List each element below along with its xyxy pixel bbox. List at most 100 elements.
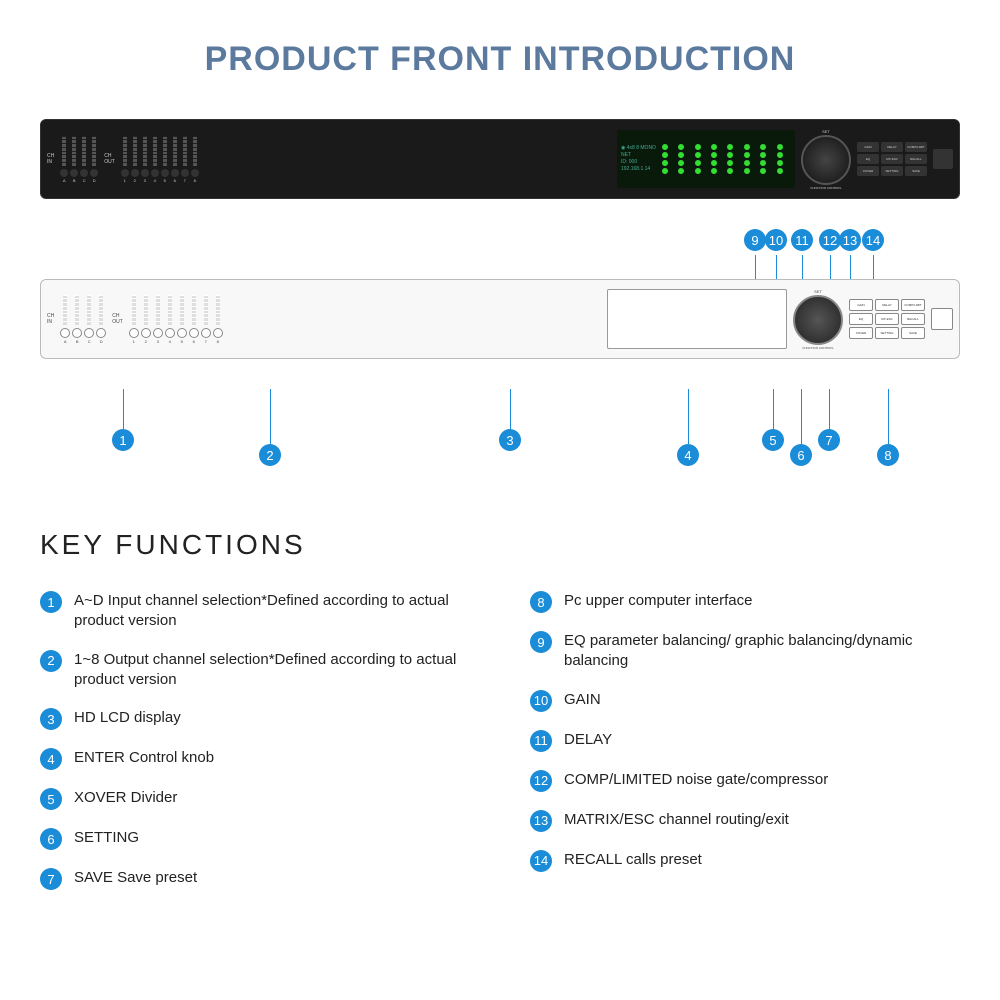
ch-in-label: CHIN (47, 299, 54, 339)
key-function-text: COMP/LIMITED noise gate/compressor (564, 770, 828, 790)
channel-button[interactable] (84, 328, 94, 338)
function-button[interactable]: DELAY (881, 142, 903, 152)
usb-port[interactable] (931, 308, 953, 330)
page-title: PRODUCT FRONT INTRODUCTION (40, 40, 960, 79)
key-function-item: 11 DELAY (530, 730, 960, 752)
key-function-text: RECALL calls preset (564, 850, 702, 870)
key-function-number: 1 (40, 591, 62, 613)
channel-button[interactable] (129, 328, 139, 338)
function-buttons: GAINDELAYCOMP/LIMIT EQMX ESCRECALL XOVERSE… (849, 299, 925, 339)
output-meters: 12345678 (121, 136, 199, 183)
key-function-item: 4ENTER Control knob (40, 748, 470, 770)
callout-number: 10 (765, 229, 787, 251)
channel-button[interactable] (131, 169, 139, 177)
channel-button[interactable] (189, 328, 199, 338)
function-button[interactable]: XOVER (857, 166, 879, 176)
channel-button[interactable] (177, 328, 187, 338)
key-function-item: 5XOVER Divider (40, 788, 470, 810)
key-function-number: 9 (530, 631, 552, 653)
ch-out-label: CHOUT (104, 139, 115, 179)
lcd-display: ◉ 4x8 8 MONO NET ID: 000 192.168.1.14 (617, 130, 795, 188)
key-function-item: 3 HD LCD display (40, 708, 470, 730)
key-function-text: MATRIX/ESC channel routing/exit (564, 810, 789, 830)
function-button[interactable]: SAVE (905, 166, 927, 176)
callout-number: 13 (839, 229, 861, 251)
key-function-number: 11 (530, 730, 552, 752)
key-function-text: Pc upper computer interface (564, 591, 752, 611)
key-function-number: 10 (530, 690, 552, 712)
function-button[interactable]: GAIN (857, 142, 879, 152)
key-function-item: 13MATRIX/ESC channel routing/exit (530, 810, 960, 832)
key-function-item: 6SETTING (40, 828, 470, 850)
channel-button[interactable] (96, 328, 106, 338)
channel-button[interactable] (181, 169, 189, 177)
channel-button[interactable] (161, 169, 169, 177)
channel-button[interactable] (191, 169, 199, 177)
function-button[interactable]: MX ESC (875, 313, 899, 325)
page-container: PRODUCT FRONT INTRODUCTION CHIN ABCD CHO… (0, 0, 1000, 928)
callout-number: 14 (862, 229, 884, 251)
key-function-number: 8 (530, 591, 552, 613)
control-knob[interactable] (801, 135, 851, 185)
key-function-text: HD LCD display (74, 708, 181, 728)
function-button[interactable]: EQ (857, 154, 879, 164)
channel-button[interactable] (201, 328, 211, 338)
callouts-bottom: 12345678 (40, 389, 960, 489)
channel-button[interactable] (151, 169, 159, 177)
device-black: CHIN ABCD CHOUT 12345678 ◉ 4x8 8 MONO NE… (40, 119, 960, 199)
key-functions-title: KEY FUNCTIONS (40, 529, 960, 561)
key-function-item: 7SAVE Save preset (40, 868, 470, 890)
usb-port[interactable] (933, 149, 953, 169)
channel-button[interactable] (153, 328, 163, 338)
device-white: CHIN ABCD CHOUT 12345678 . SET FUNCTION … (40, 279, 960, 359)
function-button[interactable]: GAIN (849, 299, 873, 311)
key-function-number: 4 (40, 748, 62, 770)
key-function-text: DELAY (564, 730, 612, 750)
channel-button[interactable] (213, 328, 223, 338)
channel-button[interactable] (141, 169, 149, 177)
function-button[interactable]: DELAY (875, 299, 899, 311)
output-meters: 12345678 (129, 295, 223, 344)
key-function-text: 1~8 Output channel selection*Defined acc… (74, 650, 470, 691)
lcd-info: ◉ 4x8 8 MONO NET ID: 000 192.168.1.14 (621, 145, 656, 173)
function-button[interactable]: SAVE (901, 327, 925, 339)
key-function-text: SETTING (74, 828, 139, 848)
callout-number: 5 (762, 429, 784, 451)
channel-button[interactable] (171, 169, 179, 177)
function-button[interactable]: SETTING (881, 166, 903, 176)
function-button[interactable]: RECALL (901, 313, 925, 325)
function-button[interactable]: COMP/LIMIT (905, 142, 927, 152)
key-function-number: 3 (40, 708, 62, 730)
channel-button[interactable] (141, 328, 151, 338)
channel-button[interactable] (165, 328, 175, 338)
function-button[interactable]: COMP/LIMIT (901, 299, 925, 311)
key-function-item: 14RECALL calls preset (530, 850, 960, 872)
function-button[interactable]: SETTING (875, 327, 899, 339)
key-function-item: 12COMP/LIMITED noise gate/compressor (530, 770, 960, 792)
key-functions-right: 8 Pc upper computer interface 9 EQ paramete… (530, 591, 960, 908)
control-knob[interactable] (793, 295, 843, 345)
ch-in-label: CHIN (47, 139, 54, 179)
function-button[interactable]: XOVER (849, 327, 873, 339)
channel-button[interactable] (60, 169, 68, 177)
key-function-item: 9 EQ parameter balancing/ graphic balanci… (530, 631, 960, 672)
callout-number: 11 (791, 229, 813, 251)
channel-button[interactable] (80, 169, 88, 177)
channel-button[interactable] (60, 328, 70, 338)
key-function-text: GAIN (564, 690, 601, 710)
channel-button[interactable] (72, 328, 82, 338)
function-button[interactable]: MX ESC (881, 154, 903, 164)
function-button[interactable]: RECALL (905, 154, 927, 164)
channel-button[interactable] (90, 169, 98, 177)
function-button[interactable]: EQ (849, 313, 873, 325)
key-function-item: 2 1~8 Output channel selection*Defined ac… (40, 650, 470, 691)
channel-button[interactable] (70, 169, 78, 177)
key-function-text: SAVE Save preset (74, 868, 197, 888)
key-function-text: EQ parameter balancing/ graphic balancin… (564, 631, 960, 672)
key-function-item: 1A~D Input channel selection*Defined acc… (40, 591, 470, 632)
led-matrix (662, 144, 791, 174)
lcd-display: . (607, 289, 787, 349)
channel-button[interactable] (121, 169, 129, 177)
key-function-number: 2 (40, 650, 62, 672)
callout-number: 3 (499, 429, 521, 451)
